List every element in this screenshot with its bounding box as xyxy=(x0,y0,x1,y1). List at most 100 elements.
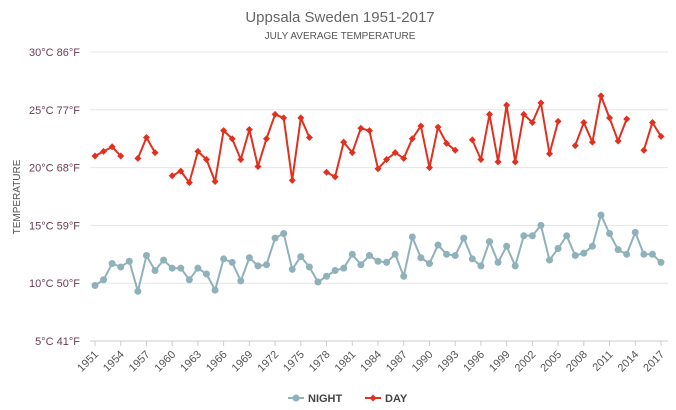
data-point xyxy=(400,154,408,162)
data-point xyxy=(614,137,622,145)
data-point xyxy=(263,261,271,269)
x-tick-label: 1972 xyxy=(255,349,281,375)
data-point xyxy=(554,117,562,125)
data-point xyxy=(168,264,176,272)
legend-label: NIGHT xyxy=(308,393,343,405)
data-point xyxy=(571,142,579,150)
data-point xyxy=(657,132,665,140)
data-point xyxy=(417,254,425,262)
y-tick-label: 20°C 68°F xyxy=(29,163,80,175)
data-point xyxy=(520,110,528,118)
data-point xyxy=(134,154,142,162)
data-point xyxy=(520,232,528,240)
x-tick-label: 2017 xyxy=(641,349,667,375)
legend-marker xyxy=(369,394,377,402)
data-point xyxy=(374,165,382,173)
x-tick-label: 1987 xyxy=(384,349,410,375)
legend-label: DAY xyxy=(385,393,408,405)
data-point xyxy=(468,255,476,263)
data-point xyxy=(597,92,605,100)
data-point xyxy=(177,264,185,272)
x-tick-label: 1981 xyxy=(333,349,359,375)
data-point xyxy=(580,119,588,127)
data-point xyxy=(580,249,588,257)
data-point xyxy=(271,234,279,242)
data-point xyxy=(271,110,279,118)
x-tick-label: 1969 xyxy=(230,349,256,375)
data-point xyxy=(168,172,176,180)
chart-title: Uppsala Sweden 1951-2017 xyxy=(245,9,434,26)
data-point xyxy=(314,278,322,286)
data-point xyxy=(408,135,416,143)
data-point xyxy=(280,229,288,237)
data-point xyxy=(117,152,125,160)
data-point xyxy=(228,258,236,266)
data-point xyxy=(160,256,168,264)
x-tick-label: 1966 xyxy=(204,349,230,375)
data-point xyxy=(503,242,511,250)
data-point xyxy=(400,272,408,280)
data-point xyxy=(648,119,656,127)
x-tick-label: 2005 xyxy=(538,349,564,375)
data-point xyxy=(365,127,373,135)
data-point xyxy=(280,114,288,122)
data-point xyxy=(383,156,391,164)
data-point xyxy=(614,246,622,254)
x-tick-label: 1978 xyxy=(307,349,333,375)
data-point xyxy=(391,149,399,157)
data-point xyxy=(365,251,373,259)
data-point xyxy=(220,127,228,135)
x-tick-label: 2002 xyxy=(513,349,539,375)
data-point xyxy=(383,258,391,266)
data-point xyxy=(108,260,116,268)
data-point xyxy=(511,262,519,270)
data-point xyxy=(648,250,656,258)
data-point xyxy=(177,167,185,175)
y-axis-label: TEMPERATURE xyxy=(12,159,23,234)
x-tick-label: 1975 xyxy=(281,349,307,375)
x-tick-label: 1984 xyxy=(358,349,384,375)
data-point xyxy=(245,254,253,262)
data-point xyxy=(468,136,476,144)
data-point xyxy=(425,260,433,268)
data-point xyxy=(554,245,562,253)
data-point xyxy=(151,149,159,157)
data-point xyxy=(503,101,511,109)
data-point xyxy=(494,158,502,166)
data-point xyxy=(108,143,116,151)
x-tick-label: 1996 xyxy=(461,349,487,375)
data-point xyxy=(91,152,99,160)
x-tick-label: 1957 xyxy=(127,349,153,375)
data-point xyxy=(537,99,545,107)
data-point xyxy=(434,241,442,249)
data-point xyxy=(631,228,639,236)
data-point xyxy=(305,263,313,271)
data-point xyxy=(263,135,271,143)
data-point xyxy=(485,238,493,246)
data-point xyxy=(374,257,382,265)
data-point xyxy=(323,168,331,176)
y-tick-label: 10°C 50°F xyxy=(29,278,80,290)
x-tick-label: 2014 xyxy=(616,349,642,375)
x-tick-label: 1990 xyxy=(410,349,436,375)
data-point xyxy=(477,262,485,270)
data-point xyxy=(623,115,631,123)
data-point xyxy=(288,176,296,184)
data-point xyxy=(640,250,648,258)
data-point xyxy=(117,263,125,271)
x-tick-label: 1960 xyxy=(153,349,179,375)
data-point xyxy=(511,158,519,166)
data-point xyxy=(220,255,228,263)
data-point xyxy=(254,262,262,270)
data-point xyxy=(151,266,159,274)
data-point xyxy=(451,146,459,154)
data-point xyxy=(194,264,202,272)
data-point xyxy=(546,150,554,158)
data-point xyxy=(443,250,451,258)
data-point xyxy=(588,138,596,146)
data-point xyxy=(443,139,451,147)
data-point xyxy=(340,264,348,272)
data-point xyxy=(640,146,648,154)
data-point xyxy=(185,179,193,187)
